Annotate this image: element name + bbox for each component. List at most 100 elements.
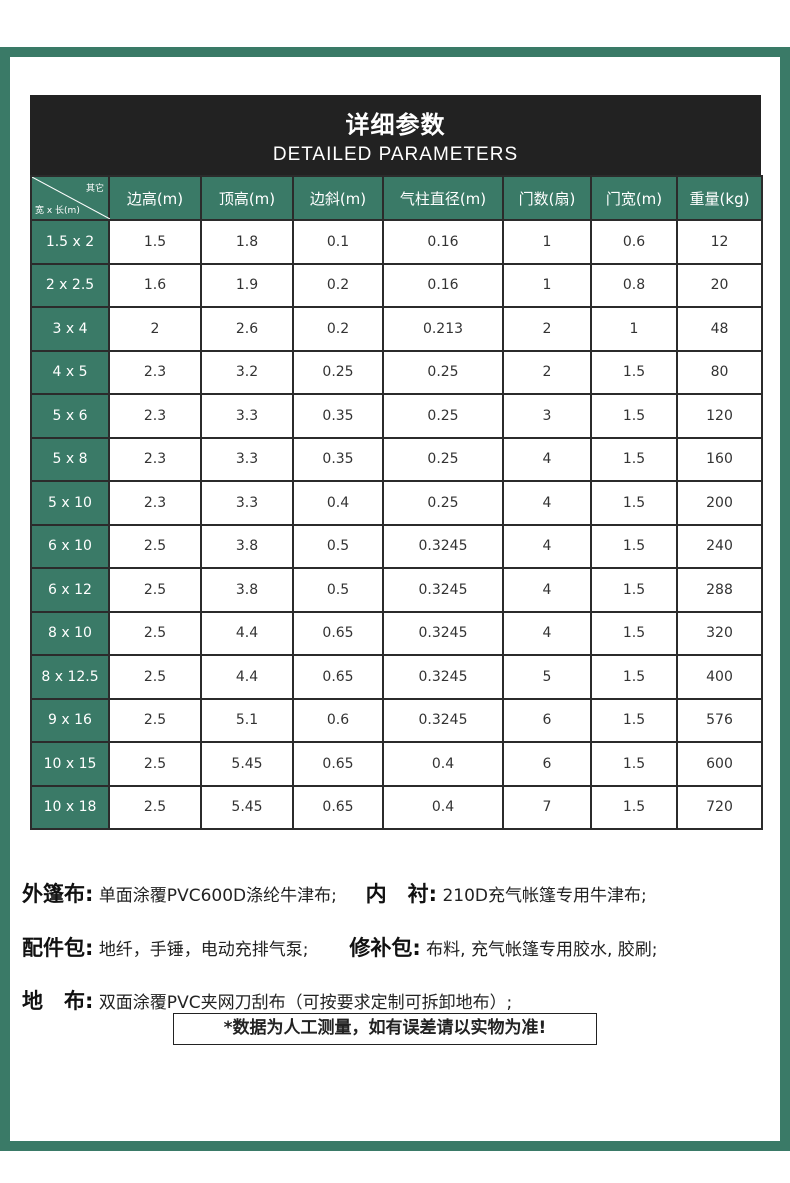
floor-label: 地 布: (22, 989, 94, 1013)
table-cell: 0.3245 (382, 654, 504, 700)
table-cell: 0.3245 (382, 567, 504, 613)
table-cell: 0.6 (590, 219, 678, 265)
table-cell: 1.5 (590, 610, 678, 656)
table-cell: 1.5 (590, 436, 678, 482)
table-cell: 200 (676, 480, 763, 526)
table-cell: 288 (676, 567, 763, 613)
table-cell: 0.1 (292, 219, 384, 265)
table-cell: 2.3 (108, 436, 202, 482)
table-cell: 1.8 (200, 219, 294, 265)
table-cell: 2.5 (108, 741, 202, 787)
outer-value: 单面涂覆PVC600D涤纶牛津布; (98, 886, 337, 906)
table-row: 5 x 8 2.3 3.3 0.35 0.25 4 1.5 160 (30, 436, 763, 482)
table-cell: 2.5 (108, 784, 202, 830)
table-cell: 3.3 (200, 480, 294, 526)
column-header: 顶高(m) (200, 175, 294, 221)
table-cell: 2 (108, 306, 202, 352)
table-cell: 1.5 (590, 784, 678, 830)
table-cell: 4 (502, 610, 592, 656)
row-size-label: 5 x 10 (30, 480, 110, 526)
table-cell: 5 (502, 654, 592, 700)
table-cell: 1.5 (590, 567, 678, 613)
parameters-table: 其它 宽 x 长(m) 边高(m) 顶高(m) 边斜(m) 气柱直径(m) 门数… (30, 175, 763, 830)
row-size-label: 10 x 15 (30, 741, 110, 787)
row-size-label: 10 x 18 (30, 784, 110, 830)
table-cell: 1.5 (590, 741, 678, 787)
diagonal-line (32, 177, 110, 219)
title-zh: 详细参数 (345, 111, 446, 139)
table-cell: 0.16 (382, 262, 504, 308)
table-cell: 20 (676, 262, 763, 308)
table-cell: 120 (676, 393, 763, 439)
table-cell: 0.2 (292, 262, 384, 308)
measurement-note: *数据为人工测量，如有误差请以实物为准! (173, 1013, 597, 1045)
table-cell: 1.5 (590, 480, 678, 526)
corner-top-label: 其它 (85, 184, 104, 194)
table-cell: 1.5 (108, 219, 202, 265)
row-size-label: 4 x 5 (30, 349, 110, 395)
spec-row-fabric: 外篷布: 单面涂覆PVC600D涤纶牛津布; 内 衬: 210D充气帐篷专用牛津… (22, 878, 647, 908)
table-row: 8 x 12.5 2.5 4.4 0.65 0.3245 5 1.5 400 (30, 654, 763, 700)
row-size-label: 9 x 16 (30, 697, 110, 743)
lining-value: 210D充气帐篷专用牛津布; (442, 886, 647, 906)
table-cell: 0.8 (590, 262, 678, 308)
table-row: 2 x 2.5 1.6 1.9 0.2 0.16 1 0.8 20 (30, 262, 763, 308)
table-cell: 2.5 (108, 610, 202, 656)
table-cell: 1.5 (590, 349, 678, 395)
accessories-value: 地纤，手锤，电动充排气泵; (98, 940, 309, 960)
table-cell: 4.4 (200, 654, 294, 700)
table-cell: 0.3245 (382, 523, 504, 569)
column-header: 气柱直径(m) (382, 175, 504, 221)
table-row: 10 x 18 2.5 5.45 0.65 0.4 7 1.5 720 (30, 784, 763, 830)
table-cell: 600 (676, 741, 763, 787)
table-cell: 0.35 (292, 393, 384, 439)
table-cell: 4 (502, 567, 592, 613)
lining-label: 内 衬: (365, 882, 438, 906)
row-size-label: 3 x 4 (30, 306, 110, 352)
table-cell: 0.4 (382, 741, 504, 787)
repair-label: 修补包: (349, 936, 421, 960)
table-cell: 0.5 (292, 523, 384, 569)
table-cell: 2.6 (200, 306, 294, 352)
table-cell: 0.5 (292, 567, 384, 613)
table-cell: 0.25 (382, 349, 504, 395)
column-header: 边斜(m) (292, 175, 384, 221)
table-cell: 0.4 (382, 784, 504, 830)
table-cell: 2.3 (108, 393, 202, 439)
accessories-label: 配件包: (22, 936, 94, 960)
table-cell: 5.45 (200, 784, 294, 830)
row-size-label: 5 x 6 (30, 393, 110, 439)
table-cell: 5.1 (200, 697, 294, 743)
corner-header: 其它 宽 x 长(m) (30, 175, 110, 221)
table-cell: 6 (502, 697, 592, 743)
row-size-label: 5 x 8 (30, 436, 110, 482)
table-cell: 48 (676, 306, 763, 352)
table-cell: 0.3245 (382, 610, 504, 656)
table-row: 6 x 10 2.5 3.8 0.5 0.3245 4 1.5 240 (30, 523, 763, 569)
outer-label: 外篷布: (22, 882, 94, 906)
table-cell: 5.45 (200, 741, 294, 787)
table-cell: 0.6 (292, 697, 384, 743)
table-row: 9 x 16 2.5 5.1 0.6 0.3245 6 1.5 576 (30, 697, 763, 743)
column-header: 门宽(m) (590, 175, 678, 221)
table-cell: 2.5 (108, 523, 202, 569)
table-cell: 3.3 (200, 436, 294, 482)
table-row: 6 x 12 2.5 3.8 0.5 0.3245 4 1.5 288 (30, 567, 763, 613)
content-panel: 详细参数 DETAILED PARAMETERS 其它 宽 x 长(m) 边高(… (10, 57, 780, 1141)
table-cell: 0.25 (382, 393, 504, 439)
table-cell: 2.5 (108, 654, 202, 700)
table-cell: 0.4 (292, 480, 384, 526)
table-cell: 7 (502, 784, 592, 830)
row-size-label: 1.5 x 2 (30, 219, 110, 265)
table-cell: 80 (676, 349, 763, 395)
table-cell: 0.3245 (382, 697, 504, 743)
row-size-label: 8 x 10 (30, 610, 110, 656)
row-size-label: 8 x 12.5 (30, 654, 110, 700)
table-cell: 576 (676, 697, 763, 743)
column-header: 边高(m) (108, 175, 202, 221)
table-row: 4 x 5 2.3 3.2 0.25 0.25 2 1.5 80 (30, 349, 763, 395)
page-frame: 详细参数 DETAILED PARAMETERS 其它 宽 x 长(m) 边高(… (0, 47, 790, 1151)
table-cell: 2 (502, 349, 592, 395)
table-cell: 1.5 (590, 393, 678, 439)
table-row: 8 x 10 2.5 4.4 0.65 0.3245 4 1.5 320 (30, 610, 763, 656)
